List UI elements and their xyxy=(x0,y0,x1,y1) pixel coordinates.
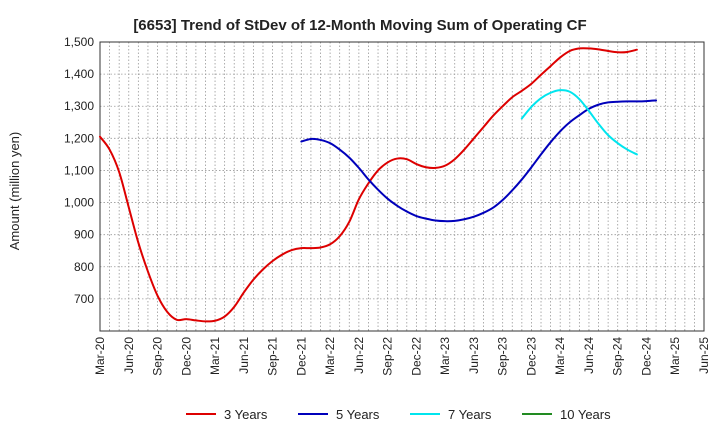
y-tick-label: 1,200 xyxy=(64,131,94,145)
series-line-7-years xyxy=(520,89,638,156)
y-tick-label: 1,100 xyxy=(64,163,94,177)
x-tick-label: Mar-21 xyxy=(208,337,222,375)
chart-title: [6653] Trend of StDev of 12-Month Moving… xyxy=(133,17,586,34)
x-tick-label: Mar-20 xyxy=(93,337,107,375)
legend-label-10-years: 10 Years xyxy=(560,407,611,422)
x-tick-label: Sep-20 xyxy=(151,337,165,376)
y-tick-label: 1,300 xyxy=(64,99,94,113)
y-axis-label: Amount (million yen) xyxy=(7,132,22,251)
y-tick-label: 1,400 xyxy=(64,67,94,81)
x-tick-label: Mar-22 xyxy=(323,337,337,375)
y-tick-label: 800 xyxy=(74,260,94,274)
plot-area: 700 800 900 1,000 1,100 1,200 1,300 1,400 1,500 M… xyxy=(64,35,711,376)
x-tick-label: Jun-22 xyxy=(352,337,366,374)
legend-label-3-years: 3 Years xyxy=(224,407,268,422)
x-tick-label: Jun-25 xyxy=(697,337,711,374)
y-tick-label: 1,000 xyxy=(64,196,94,210)
x-tick-label: Dec-24 xyxy=(639,337,653,376)
y-tick-label: 700 xyxy=(74,292,94,306)
x-tick-label: Dec-23 xyxy=(524,337,538,376)
series-line-3-years xyxy=(99,47,638,323)
x-tick-label: Mar-24 xyxy=(553,337,567,375)
plot-frame xyxy=(99,41,705,332)
x-tick-label: Jun-23 xyxy=(467,337,481,374)
x-tick-label: Sep-23 xyxy=(496,337,510,376)
y-tick-label: 1,500 xyxy=(64,35,94,49)
x-tick-label: Dec-21 xyxy=(294,337,308,376)
x-tick-label: Jun-24 xyxy=(582,337,596,374)
x-tick-label: Sep-22 xyxy=(381,337,395,376)
legend-label-5-years: 5 Years xyxy=(336,407,380,422)
x-tick-label: Jun-20 xyxy=(122,337,136,374)
x-tick-label: Mar-25 xyxy=(668,337,682,375)
series-line-5-years xyxy=(300,99,658,223)
x-tick-label: Mar-23 xyxy=(438,337,452,375)
x-tick-label: Dec-20 xyxy=(179,337,193,376)
x-tick-label: Jun-21 xyxy=(237,337,251,374)
y-tick-label: 900 xyxy=(74,228,94,242)
legend: 3 Years 5 Years 7 Years 10 Years xyxy=(186,407,611,422)
plot-background xyxy=(100,42,704,331)
x-tick-label: Dec-22 xyxy=(409,337,423,376)
x-tick-label: Sep-21 xyxy=(266,337,280,376)
x-tick-label: Sep-24 xyxy=(611,337,625,376)
legend-label-7-years: 7 Years xyxy=(448,407,492,422)
